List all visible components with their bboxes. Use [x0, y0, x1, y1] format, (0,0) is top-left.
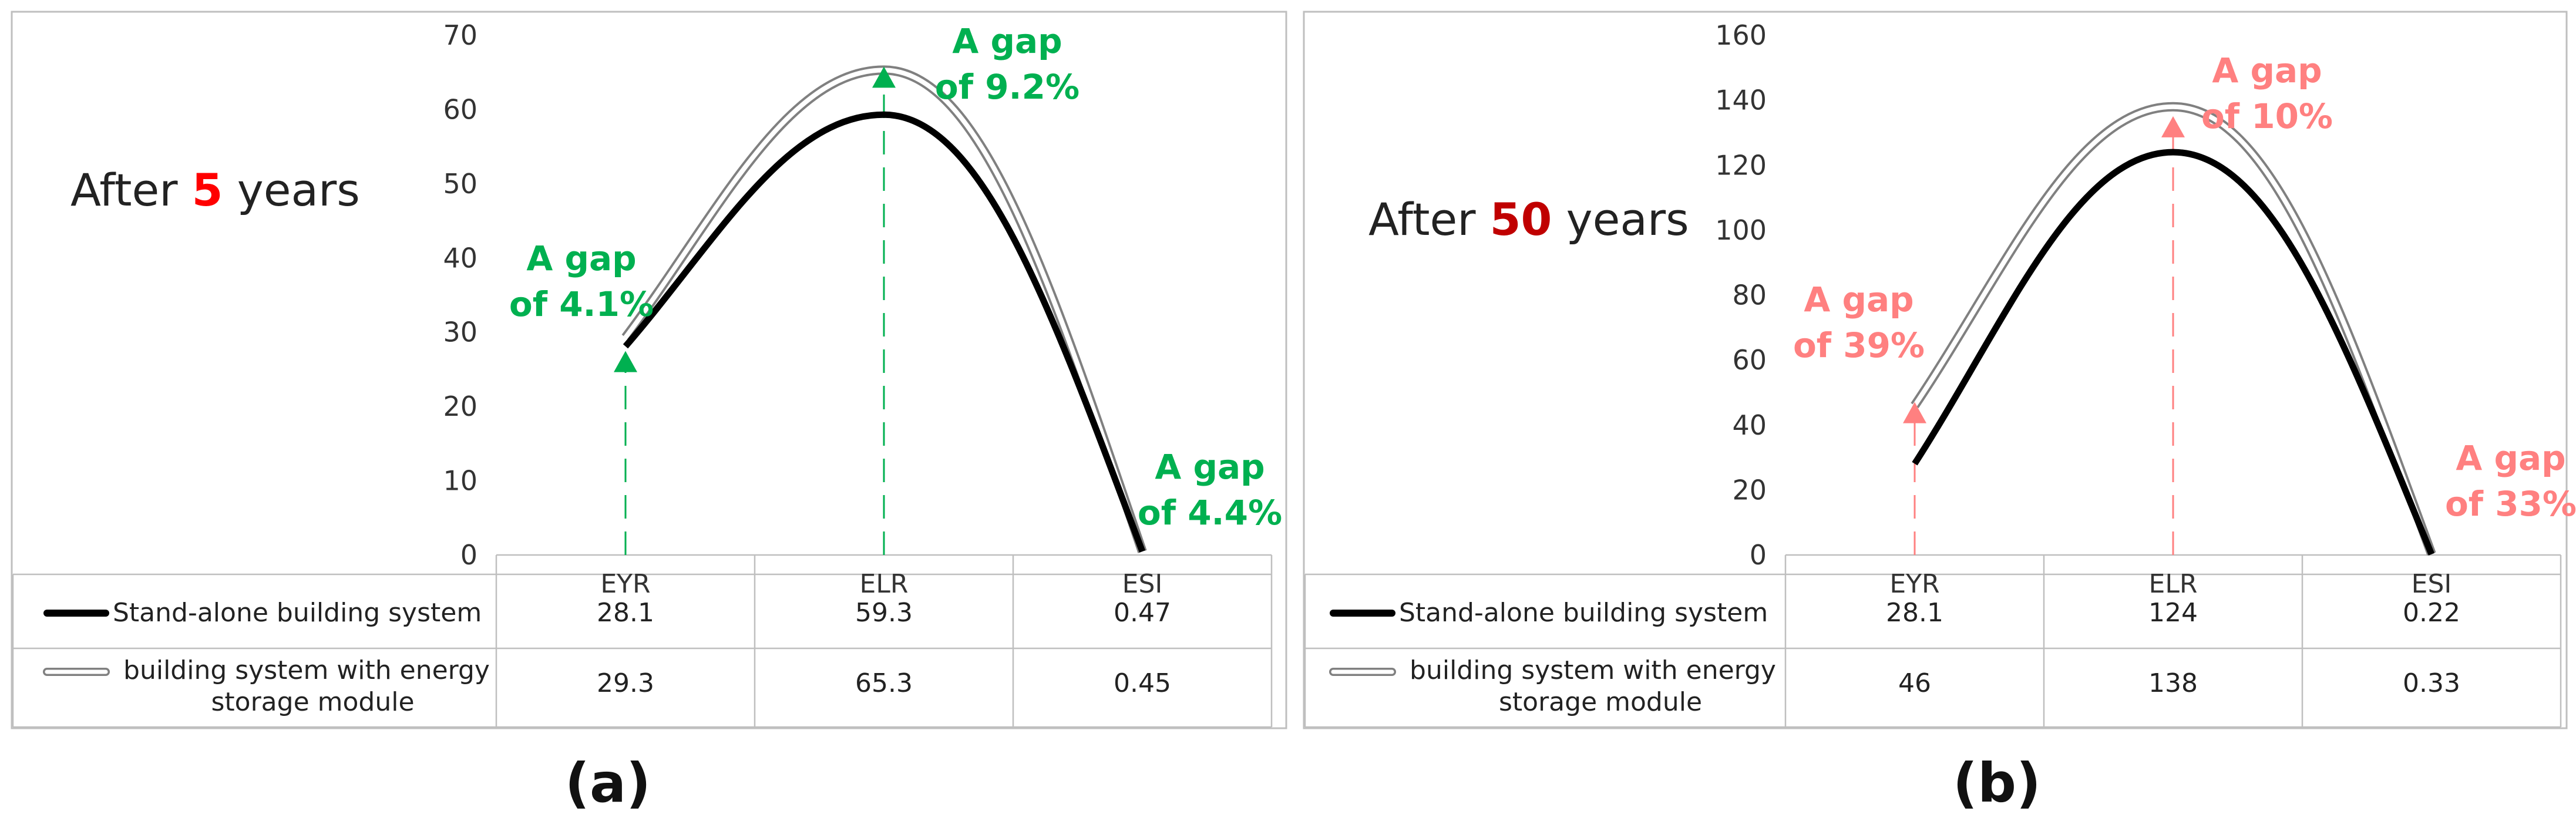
y-tick-label: 60 [1732, 344, 1767, 376]
gap-annotation-line: A gap [2456, 438, 2565, 478]
heading-prefix: After [1368, 193, 1490, 245]
legend-label-line: storage module [1499, 687, 1702, 717]
gap-annotation-line: A gap [526, 238, 636, 278]
table-cell-value: 65.3 [855, 668, 913, 698]
data-table [1304, 554, 2562, 728]
gap-annotation-line: A gap [1804, 280, 1913, 319]
legend-label-line: building system with energy [123, 655, 490, 685]
heading-prefix: After [70, 164, 192, 216]
chart-heading: After 50 years [1368, 193, 1689, 245]
gap-annotation: A gap of 10% [2201, 51, 2333, 136]
gap-arrow-head [1903, 402, 1926, 423]
series-line-storage-inner [1912, 104, 2434, 555]
heading-suffix: years [1552, 193, 1689, 245]
heading-number: 50 [1490, 193, 1552, 245]
chart-panel-a: After 5 years 0 10 20 30 40 50 60 70 EYR ELR ESI Sta… [11, 11, 1287, 729]
x-category-label: ELR [860, 569, 909, 599]
legend-label: Stand-alone building system [1399, 598, 1768, 628]
y-tick-label: 20 [443, 391, 477, 422]
y-tick-label: 0 [1750, 539, 1767, 571]
legend-label-line: storage module [211, 687, 414, 717]
series-line-standalone [623, 111, 1146, 553]
table-cell-value: 28.1 [597, 598, 654, 628]
gap-annotation-line: A gap [2212, 51, 2322, 90]
y-tick-label: 160 [1715, 19, 1767, 51]
gap-annotation: A gap of 9.2% [935, 21, 1080, 107]
table-cell-value: 0.22 [2403, 598, 2460, 628]
y-tick-label: 80 [1732, 280, 1767, 311]
x-category-label: ESI [1122, 569, 1163, 599]
y-tick-label: 20 [1732, 474, 1767, 506]
gap-arrow-head [872, 66, 896, 88]
chart-heading: After 5 years [70, 164, 360, 216]
y-tick-label: 40 [443, 242, 477, 274]
legend-label: building system with energy storage modul… [123, 655, 490, 717]
y-tick-label: 60 [443, 93, 477, 125]
gap-annotation: A gap of 39% [1793, 280, 1925, 365]
gap-annotation-line: A gap [952, 21, 1062, 61]
table-cell-value: 0.45 [1114, 668, 1171, 698]
y-tick-label: 50 [443, 168, 477, 200]
gap-annotation: A gap of 4.1% [509, 238, 654, 324]
y-tick-label: 120 [1715, 149, 1767, 181]
table-cell-value: 0.47 [1114, 598, 1171, 628]
table-cell-value: 29.3 [597, 668, 654, 698]
heading-number: 5 [192, 164, 223, 216]
y-tick-label: 140 [1715, 85, 1767, 116]
gap-annotation-line: of 39% [1793, 325, 1925, 365]
gap-annotation: A gap of 4.4% [1138, 447, 1282, 533]
x-category-label: ESI [2412, 569, 2452, 599]
series-line-standalone [1912, 149, 2435, 556]
x-category-label: ELR [2149, 569, 2198, 599]
table-cell-value: 124 [2148, 598, 2198, 628]
y-tick-label: 70 [443, 19, 477, 51]
gap-arrow-head [614, 351, 637, 372]
gap-annotation-line: of 4.4% [1138, 493, 1282, 533]
y-tick-label: 30 [443, 317, 477, 348]
table-cell-value: 46 [1898, 668, 1931, 698]
series-line-storage-inner [623, 68, 1145, 553]
y-tick-label: 40 [1732, 409, 1767, 441]
x-category-label: EYR [600, 569, 650, 599]
panel-letter: (a) [565, 752, 651, 815]
y-tick-label: 10 [443, 465, 477, 497]
gap-annotation-line: of 4.1% [509, 284, 654, 324]
chart-panel-b: After 50 years 0 20 40 60 80 100 120 140 160 EYR EL… [1303, 11, 2576, 729]
gap-annotation: A gap of 33% [2445, 438, 2576, 524]
table-cell-value: 59.3 [855, 598, 913, 628]
y-tick-label: 0 [460, 539, 477, 571]
gap-annotation-line: of 33% [2445, 484, 2576, 524]
x-category-label: EYR [1889, 569, 1939, 599]
gap-annotation-line: A gap [1155, 447, 1265, 487]
table-cell-value: 138 [2148, 668, 2198, 698]
table-cell-value: 28.1 [1886, 598, 1943, 628]
table-cell-value: 0.33 [2403, 668, 2460, 698]
heading-suffix: years [223, 164, 360, 216]
legend-label: Stand-alone building system [113, 598, 482, 628]
gap-annotation-line: of 10% [2201, 96, 2333, 136]
y-tick-label: 100 [1715, 214, 1767, 246]
gap-annotation-line: of 9.2% [935, 67, 1080, 107]
panel-letter: (b) [1953, 752, 2041, 815]
legend-label: building system with energy storage modul… [1410, 655, 1776, 717]
gap-arrow-head [2161, 116, 2185, 137]
legend-label-line: building system with energy [1410, 655, 1776, 685]
